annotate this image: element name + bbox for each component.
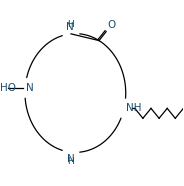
Text: H: H [67, 20, 73, 29]
Text: NH: NH [126, 103, 142, 113]
Text: N: N [66, 23, 74, 32]
Text: H: H [68, 157, 74, 166]
Text: N: N [67, 154, 75, 164]
Text: HO: HO [0, 83, 16, 93]
Text: N: N [26, 83, 34, 93]
Text: O: O [107, 20, 115, 30]
